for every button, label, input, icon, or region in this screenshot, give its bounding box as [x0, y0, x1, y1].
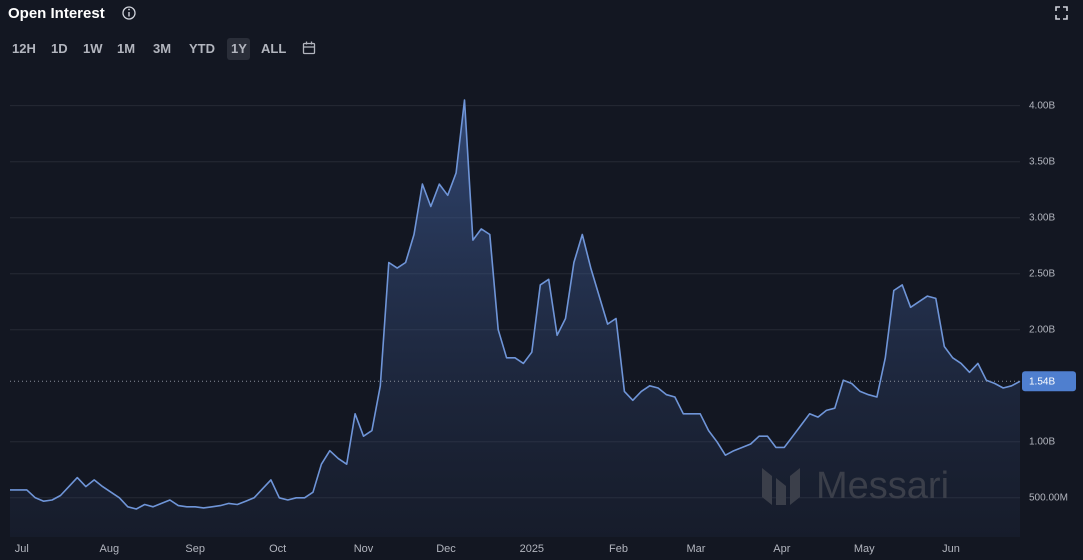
info-icon[interactable] — [122, 6, 136, 20]
calendar-icon[interactable] — [302, 41, 316, 55]
area — [10, 100, 1020, 537]
y-tick-label: 3.00B — [1029, 212, 1055, 223]
watermark: Messari — [816, 465, 949, 507]
y-tick-label: 1.00B — [1029, 436, 1055, 447]
x-tick-label: Jul — [15, 543, 29, 555]
y-tick-label: 3.50B — [1029, 156, 1055, 167]
range-button[interactable]: 12H — [12, 41, 36, 56]
range-button[interactable]: 1Y — [231, 41, 247, 56]
x-tick-label: Nov — [354, 543, 374, 555]
current-value-badge — [1022, 371, 1076, 392]
x-tick-label: Aug — [100, 543, 120, 555]
x-tick-label: Sep — [185, 543, 205, 555]
x-tick-label: Dec — [436, 543, 456, 555]
y-tick-label: 2.00B — [1029, 324, 1055, 335]
x-tick-label: Apr — [773, 543, 790, 555]
range-button[interactable]: 3M — [153, 41, 171, 56]
y-tick-label: 4.00B — [1029, 100, 1055, 111]
current-value-label: 1.54B — [1029, 376, 1055, 387]
x-tick-label: Feb — [609, 543, 628, 555]
range-active-bg — [227, 38, 250, 60]
messari-logo — [762, 468, 800, 505]
line — [10, 99, 1021, 510]
grid — [10, 105, 1020, 499]
x-tick-label: Oct — [269, 543, 286, 555]
range-button[interactable]: 1M — [117, 41, 135, 56]
y-tick-label: 2.50B — [1029, 268, 1055, 279]
y-tick-label: 500.00M — [1029, 492, 1068, 503]
x-tick-label: Mar — [686, 543, 705, 555]
range-button[interactable]: ALL — [261, 41, 286, 56]
x-tick-label: 2025 — [520, 543, 544, 555]
x-tick-label: Jun — [942, 543, 960, 555]
x-tick-label: May — [854, 543, 875, 555]
range-button[interactable]: 1D — [51, 41, 68, 56]
fullscreen-icon[interactable] — [1055, 6, 1068, 20]
chart-title: Open Interest — [8, 5, 105, 22]
range-button[interactable]: YTD — [189, 41, 215, 56]
range-button[interactable]: 1W — [83, 41, 103, 56]
